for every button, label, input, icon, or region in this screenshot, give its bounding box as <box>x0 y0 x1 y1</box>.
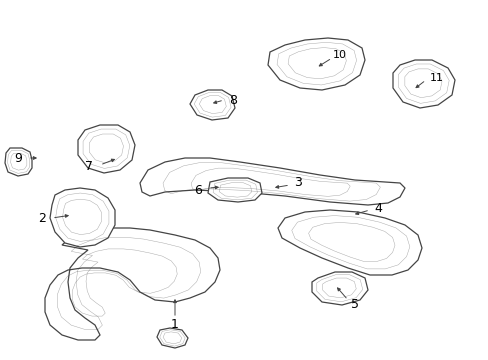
Polygon shape <box>157 328 187 348</box>
Polygon shape <box>267 38 364 90</box>
Text: 2: 2 <box>38 211 46 225</box>
Text: 8: 8 <box>228 94 237 107</box>
Text: 6: 6 <box>194 184 202 197</box>
Text: 7: 7 <box>85 161 93 174</box>
Polygon shape <box>207 178 262 202</box>
Polygon shape <box>311 272 367 305</box>
Text: 9: 9 <box>14 152 22 165</box>
Text: 5: 5 <box>350 298 358 311</box>
Polygon shape <box>50 188 115 247</box>
Text: 3: 3 <box>293 176 301 189</box>
Polygon shape <box>45 228 220 340</box>
Text: 10: 10 <box>332 50 346 60</box>
Text: 1: 1 <box>171 319 179 332</box>
Polygon shape <box>5 148 32 176</box>
Polygon shape <box>278 210 421 275</box>
Polygon shape <box>78 125 135 173</box>
Polygon shape <box>140 158 404 205</box>
Polygon shape <box>190 90 235 120</box>
Text: 11: 11 <box>429 73 443 83</box>
Text: 4: 4 <box>373 202 381 215</box>
Polygon shape <box>392 60 454 108</box>
